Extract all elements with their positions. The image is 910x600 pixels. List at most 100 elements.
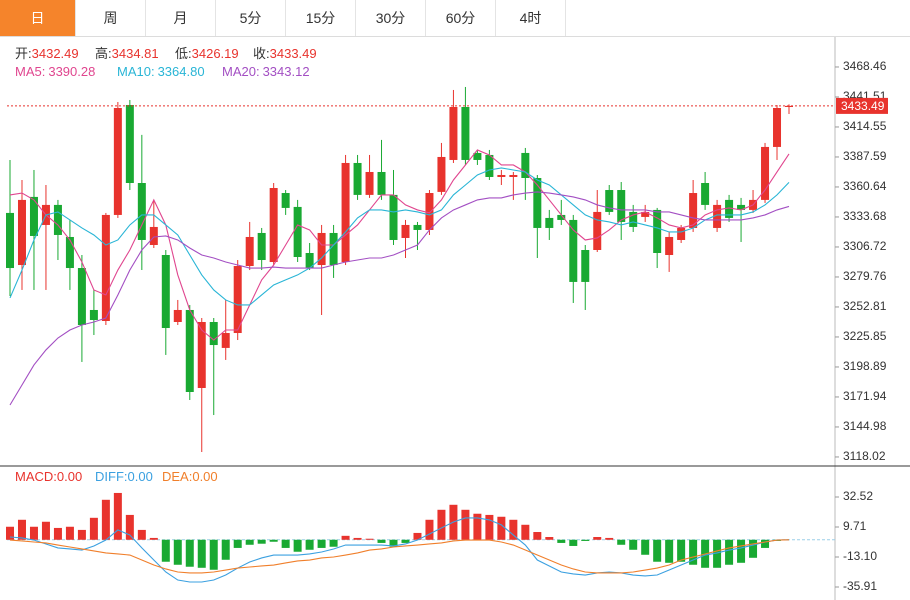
- period-tab[interactable]: 周: [76, 0, 146, 36]
- macd-bar: [509, 519, 518, 540]
- candle-body: [629, 211, 638, 227]
- macd-legend-value: 0.00: [128, 469, 153, 484]
- macd-bar: [125, 514, 134, 540]
- last-price-tag: [836, 97, 888, 114]
- candle-body: [533, 177, 542, 228]
- candle-body: [473, 152, 482, 160]
- macd-bar: [137, 529, 146, 540]
- macd-bar: [725, 539, 734, 565]
- y-tick-label: 3144.98: [843, 419, 887, 433]
- period-tab[interactable]: 5分: [216, 0, 286, 36]
- macd-bar: [305, 539, 314, 550]
- candle-body: [245, 236, 254, 267]
- ohlc-value: 3434.81: [112, 46, 159, 61]
- ma-line: [9, 149, 790, 341]
- period-tabs: 日周月 5分 15分 30分 60分 4时: [0, 0, 910, 37]
- candle-body: [65, 236, 74, 269]
- macd-bar: [101, 499, 110, 540]
- y-tick-label: 3198.89: [843, 359, 887, 373]
- y-tick-label: 32.52: [843, 489, 873, 503]
- macd-bar: [53, 527, 62, 540]
- ohlc-value: 3426.19: [192, 46, 239, 61]
- macd-bar: [713, 539, 722, 568]
- candle-body: [149, 226, 158, 245]
- candle-body: [773, 107, 782, 147]
- candle-body: [125, 104, 134, 184]
- candle-body: [161, 255, 170, 329]
- macd-bar: [6, 526, 14, 540]
- macd-bar: [65, 526, 74, 540]
- period-tab[interactable]: 日: [0, 0, 76, 36]
- macd-legend-value: 0.00: [192, 469, 217, 484]
- ma-legend: MA20: 3343.12: [222, 64, 310, 79]
- period-tab[interactable]: 30分: [356, 0, 426, 36]
- macd-bar: [233, 539, 242, 548]
- candle-body: [653, 209, 662, 254]
- candle-body: [593, 211, 602, 250]
- macd-bar: [341, 535, 350, 540]
- ohlc-label: 开:: [15, 46, 32, 61]
- candle-body: [425, 193, 434, 230]
- macd-bar: [677, 539, 686, 562]
- candle-body: [173, 309, 182, 322]
- period-tab[interactable]: 4时: [496, 0, 566, 36]
- period-tab[interactable]: 15分: [286, 0, 356, 36]
- y-tick-label: 3279.76: [843, 269, 887, 283]
- candle-body: [569, 219, 578, 282]
- candle-body: [581, 249, 590, 282]
- candle-body: [233, 266, 242, 334]
- macd-bar: [257, 539, 266, 544]
- ma-legend-value: 3390.28: [48, 64, 95, 79]
- candle-body: [281, 193, 290, 208]
- macd-legend: MACD:0.00 DIFF:0.00 DEA:0.00: [15, 469, 218, 484]
- macd-bar: [749, 539, 758, 558]
- candle-body: [713, 204, 722, 228]
- ohlc-label: 低:: [175, 46, 192, 61]
- candle-body: [137, 183, 146, 240]
- y-tick-label: 3225.85: [843, 329, 887, 343]
- macd-bar: [161, 539, 170, 562]
- candle-body: [89, 309, 98, 320]
- macd-legend-entry: MACD:0.00: [15, 469, 82, 484]
- macd-bar: [629, 539, 638, 550]
- y-tick-label: 3333.68: [843, 209, 887, 223]
- macd-bar: [365, 538, 374, 540]
- macd-bar: [413, 532, 422, 540]
- macd-bar: [557, 539, 566, 543]
- candle-body: [545, 217, 554, 228]
- ohlc-value: 3433.49: [270, 46, 317, 61]
- y-tick-label: 3306.72: [843, 239, 887, 253]
- macd-legend-value: 0.00: [57, 469, 82, 484]
- period-tab[interactable]: 月: [146, 0, 216, 36]
- ma-legend-name: MA20:: [222, 64, 260, 79]
- macd-bar: [569, 539, 578, 546]
- y-tick-label: -35.91: [843, 579, 877, 593]
- macd-bar: [533, 532, 542, 540]
- macd-bar: [41, 521, 50, 540]
- candle-body: [485, 154, 494, 177]
- candle-body: [377, 171, 386, 195]
- candle-body: [257, 232, 266, 261]
- candle-body: [689, 193, 698, 228]
- macd-legend-name: DEA:: [162, 469, 192, 484]
- macd-bar: [173, 539, 182, 565]
- macd-bar: [29, 526, 38, 540]
- candle-body: [317, 232, 326, 266]
- macd-legend-entry: DEA:0.00: [162, 469, 218, 484]
- candle-body: [29, 196, 38, 236]
- macd-bar: [149, 537, 158, 540]
- candle-body: [329, 232, 338, 266]
- y-tick-label: 3468.46: [843, 59, 887, 73]
- macd-bar: [221, 539, 230, 560]
- macd-bar: [461, 509, 470, 540]
- candle-body: [665, 236, 674, 256]
- period-tab[interactable]: 60分: [426, 0, 496, 36]
- y-tick-label: 3252.81: [843, 299, 887, 313]
- y-tick-label: 9.71: [843, 519, 867, 533]
- candle-body: [341, 162, 350, 263]
- candle-body: [353, 162, 362, 195]
- macd-bar: [353, 537, 362, 540]
- ma-line: [9, 167, 790, 306]
- candle-body: [497, 174, 506, 177]
